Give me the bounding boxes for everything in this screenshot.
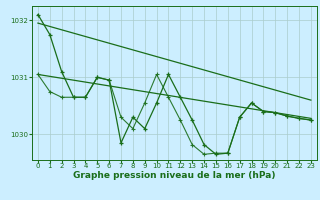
X-axis label: Graphe pression niveau de la mer (hPa): Graphe pression niveau de la mer (hPa) (73, 171, 276, 180)
